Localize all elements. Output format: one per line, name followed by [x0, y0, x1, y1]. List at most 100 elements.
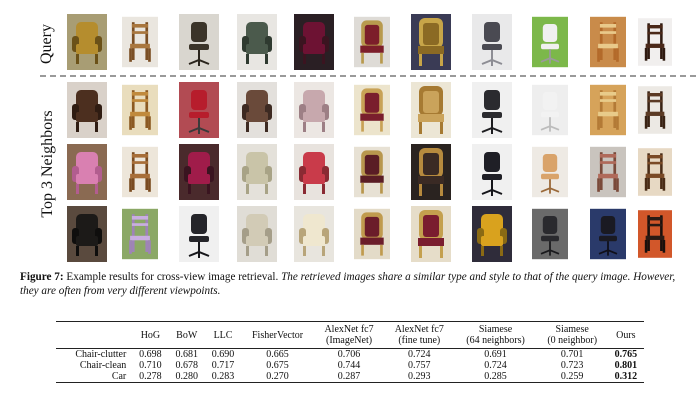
neighbor-image	[472, 82, 512, 138]
table-cell: 0.698	[139, 349, 162, 360]
header-cell: AlexNet fc7 (fine tune)	[394, 324, 444, 346]
chair-thumbnail	[67, 144, 107, 200]
neighbor-image	[178, 206, 220, 262]
neighbor-image	[354, 82, 390, 138]
neighbor-image	[472, 144, 512, 200]
query-image	[122, 14, 158, 70]
best-score-cell: 0.312	[614, 371, 638, 382]
table-cell: 0.283	[211, 371, 235, 382]
header-cell: Siamese (64 neighbors)	[466, 324, 525, 346]
chair-thumbnail	[354, 208, 390, 260]
retrieval-figure: Query Top 3 Neighbors	[38, 14, 696, 262]
query-image	[236, 14, 278, 70]
header-cell: Siamese (0 neighbor)	[547, 324, 598, 346]
header-cell: AlexNet fc7 (ImageNet)	[324, 324, 374, 346]
table-cell: 0.278	[139, 371, 162, 382]
chair-thumbnail	[638, 210, 672, 258]
caption-italic: The retrieved images share a similar typ…	[20, 271, 676, 297]
neighbor-image	[638, 82, 672, 138]
table-cell: 0.285	[484, 371, 507, 382]
table-cell: 0.724	[408, 349, 431, 360]
row-name: Chair-clutter	[75, 349, 127, 360]
chair-thumbnail	[179, 14, 219, 70]
table-cell: 0.706	[337, 349, 361, 360]
header-cell: HoG	[140, 329, 161, 341]
chair-thumbnail	[532, 16, 568, 68]
neighbor-image	[294, 82, 334, 138]
chair-thumbnail	[354, 84, 390, 136]
chair-thumbnail	[237, 14, 277, 70]
chair-thumbnail	[294, 206, 334, 262]
table-cell: 0.287	[337, 371, 361, 382]
query-divider	[40, 75, 696, 77]
chair-thumbnail	[122, 84, 158, 136]
chair-thumbnail	[237, 206, 277, 262]
table-header-row: HoG BoW LLC FisherVector AlexNet fc7 (Ima…	[56, 321, 644, 349]
neighbor-image	[122, 144, 158, 200]
chair-thumbnail	[294, 14, 334, 70]
query-image	[66, 14, 108, 70]
table-cell: 0.701	[560, 349, 584, 360]
chair-thumbnail	[590, 16, 626, 68]
table-row: Chair-clutter 0.698 0.681 0.690 0.665 0.…	[56, 349, 644, 361]
chair-thumbnail	[411, 14, 451, 70]
query-image-row	[58, 14, 694, 70]
neighbor-image	[590, 82, 626, 138]
chair-thumbnail	[237, 144, 277, 200]
header-cell: FisherVector	[251, 329, 304, 341]
query-image	[638, 14, 672, 70]
chair-thumbnail	[294, 82, 334, 138]
neighbor-image	[532, 144, 568, 200]
chair-thumbnail	[67, 14, 107, 70]
neighbor-image	[294, 144, 334, 200]
chair-thumbnail	[122, 16, 158, 68]
caption-prefix: Figure 7:	[20, 271, 64, 283]
row-name: Chair-clean	[79, 360, 127, 371]
neighbor-image	[590, 144, 626, 200]
query-image	[472, 14, 512, 70]
table-cell: 0.280	[175, 371, 198, 382]
table-cell: 0.675	[266, 360, 289, 371]
table-cell: 0.259	[560, 371, 584, 382]
neighbor-image	[66, 144, 108, 200]
chair-thumbnail	[354, 16, 390, 68]
chair-thumbnail	[472, 82, 512, 138]
chair-thumbnail	[67, 82, 107, 138]
neighbor-image	[122, 82, 158, 138]
chair-thumbnail	[638, 148, 672, 196]
header-cell	[56, 322, 132, 349]
neighbor-image	[410, 206, 452, 262]
chair-thumbnail	[179, 206, 219, 262]
chair-thumbnail	[411, 206, 451, 262]
neighbor-image	[638, 206, 672, 262]
chair-thumbnail	[294, 144, 334, 200]
table-cell: 0.724	[484, 360, 507, 371]
chair-thumbnail	[638, 86, 672, 134]
header-cell: Ours	[616, 329, 636, 341]
neighbor-image	[354, 206, 390, 262]
neighbor-image	[236, 144, 278, 200]
chair-thumbnail	[237, 82, 277, 138]
chair-thumbnail	[590, 146, 626, 198]
query-image	[590, 14, 626, 70]
neighbor-image	[66, 206, 108, 262]
table-cell: 0.293	[408, 371, 431, 382]
neighbor-image	[354, 144, 390, 200]
table-cell: 0.691	[484, 349, 507, 360]
chair-thumbnail	[354, 146, 390, 198]
chair-thumbnail	[122, 146, 158, 198]
query-image	[354, 14, 390, 70]
table-cell: 0.690	[211, 349, 235, 360]
neighbor-row-2	[58, 144, 694, 200]
query-image	[532, 14, 568, 70]
neighbor-image	[410, 144, 452, 200]
table-cell: 0.710	[139, 360, 162, 371]
row-name: Car	[111, 371, 127, 382]
chair-thumbnail	[179, 144, 219, 200]
chair-thumbnail	[472, 14, 512, 70]
neighbor-image	[178, 82, 220, 138]
neighbor-image	[66, 82, 108, 138]
neighbor-image	[532, 82, 568, 138]
table-cell: 0.717	[211, 360, 235, 371]
best-score-cell: 0.765	[614, 349, 638, 360]
